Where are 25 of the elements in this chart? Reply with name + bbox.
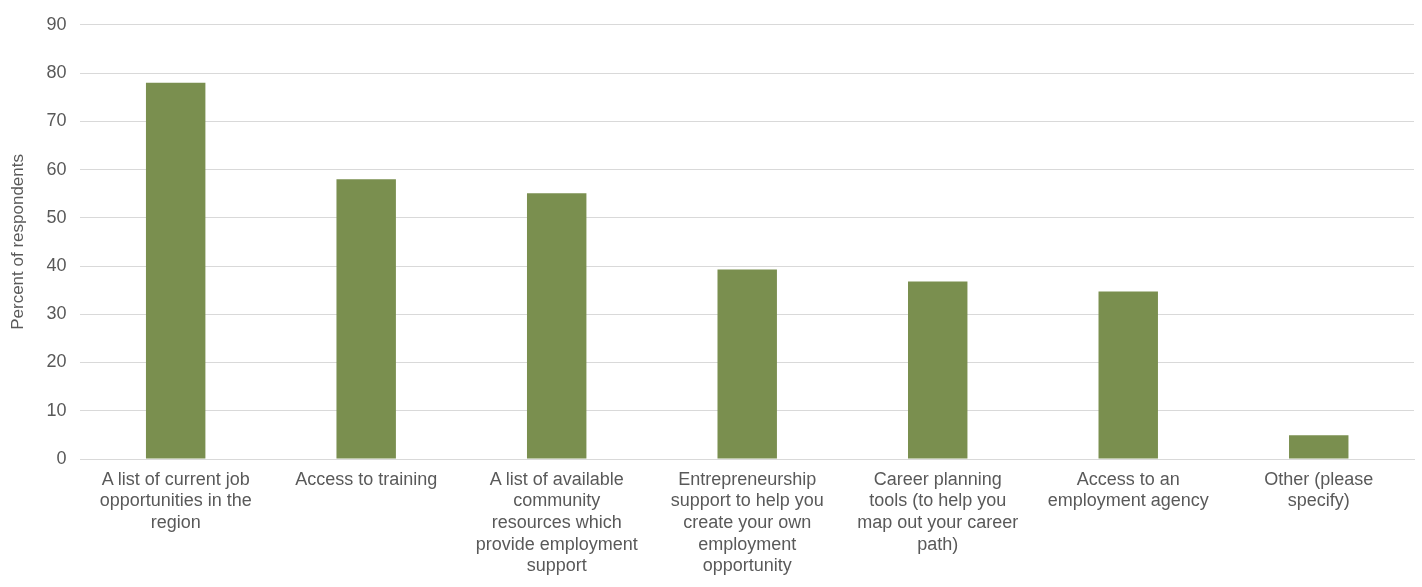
y-tick-label: 30 bbox=[46, 303, 67, 324]
x-tick-label: A list of current job opportunities in the region bbox=[99, 468, 252, 532]
x-tick-label: Entrepreneurship support to help you create your own employment opportunity bbox=[670, 468, 824, 576]
y-tick-label: 60 bbox=[46, 158, 67, 179]
y-tick-label: 50 bbox=[46, 206, 67, 227]
x-tick-label: Other (please specify) bbox=[1264, 468, 1374, 511]
y-tick-label: 20 bbox=[46, 351, 67, 372]
x-tick-label: A list of available community resources which provide employment support bbox=[475, 468, 638, 576]
bar bbox=[717, 269, 777, 459]
bar bbox=[908, 281, 968, 459]
x-tick-label: Access to an employment agency bbox=[1047, 468, 1209, 511]
y-tick-label: 10 bbox=[46, 399, 67, 420]
bar bbox=[1289, 435, 1349, 459]
x-tick-label: Career planning tools (to help you map out your career path) bbox=[857, 468, 1019, 554]
y-tick-label: 80 bbox=[46, 62, 67, 83]
x-tick-label: Access to training bbox=[295, 468, 438, 489]
bar bbox=[526, 193, 587, 459]
y-tick-label: 70 bbox=[46, 110, 67, 131]
y-tick-label: 90 bbox=[46, 13, 67, 34]
bar bbox=[145, 82, 206, 459]
bar bbox=[1098, 291, 1158, 459]
y-tick-label: 0 bbox=[56, 447, 67, 468]
bar bbox=[336, 179, 396, 459]
y-tick-label: 40 bbox=[46, 254, 67, 275]
y-axis-title: Percent of respondents bbox=[7, 154, 27, 330]
